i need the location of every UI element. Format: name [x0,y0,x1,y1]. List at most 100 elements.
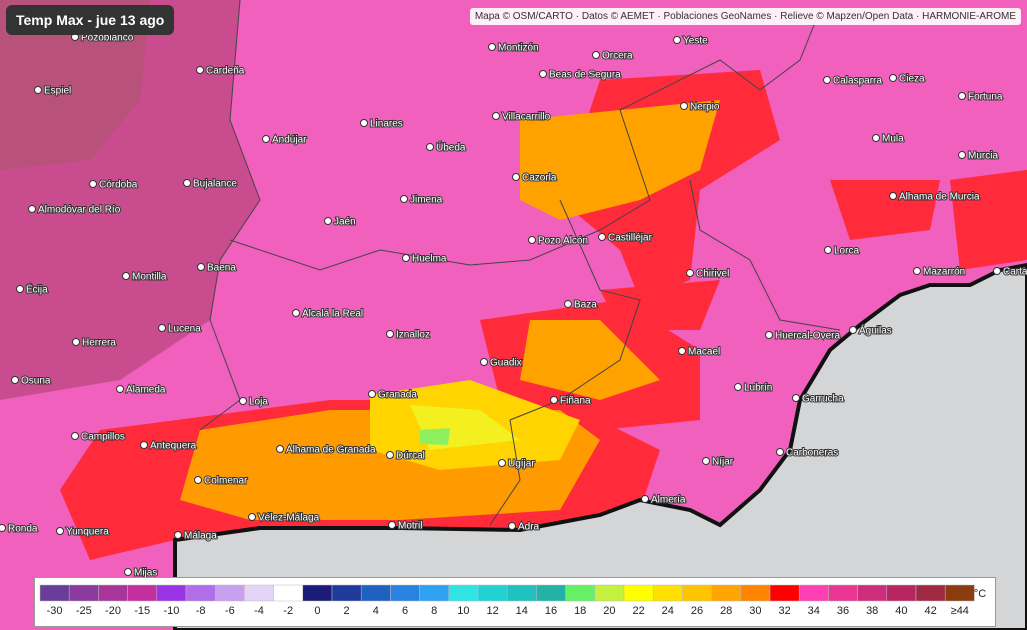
place-dot [386,451,394,459]
place-dot [564,300,572,308]
attribution[interactable]: Mapa © OSM/CARTO · Datos © AEMET · Pobla… [469,8,1021,25]
place-label: Campillos [81,432,125,443]
legend-swatch [302,584,333,602]
place-label: Osuna [21,376,51,387]
place-dot [248,513,256,521]
legend-swatch [273,584,304,602]
place-label: Cazorla [522,173,557,184]
legend-label: 18 [574,605,586,617]
legend-label: 32 [778,605,790,617]
place-label: Villacarrillo [502,112,551,123]
legend-label: 0 [314,605,320,617]
place-label: Mazarrón [923,267,965,278]
legend-label: -6 [225,605,235,617]
legend-swatch [39,584,70,602]
place-dot [498,459,506,467]
legend-label: 34 [808,605,820,617]
place-dot [140,441,148,449]
place-label: Cieza [899,74,925,85]
place-dot [16,285,24,293]
place-label: Jaén [334,217,356,228]
place-label: Níjar [712,457,734,468]
legend-swatch [448,584,479,602]
legend-swatch [536,584,566,602]
legend-label: -20 [105,605,121,617]
place-dot [239,397,247,405]
place-dot [0,524,6,532]
place-dot [680,102,688,110]
place-dot [386,330,394,338]
legend-label: 28 [720,605,732,617]
warm-zone [520,320,660,400]
place-label: Garrucha [802,394,844,405]
place-label: Espiel [44,86,71,97]
legend-label: -10 [163,605,179,617]
place-label: Castilléjar [608,233,653,244]
place-dot [11,376,19,384]
place-label: Baza [574,300,597,311]
legend-label: 2 [344,605,350,617]
place-dot [550,396,558,404]
place-dot [400,195,408,203]
sea [173,262,1027,630]
legend-label: -4 [254,605,264,617]
place-dot [539,70,547,78]
legend-swatch [68,584,99,602]
legend-label: 6 [402,605,408,617]
place-dot [56,527,64,535]
place-dot [488,43,496,51]
place-label: Baena [207,263,236,274]
place-dot [512,173,520,181]
legend-label: 26 [691,605,703,617]
place-label: Vélez-Málaga [258,513,320,524]
place-label: Huercal-Overa [775,331,840,342]
place-label: Almodóvar del Río [38,205,121,216]
place-dot [262,135,270,143]
legend-swatch [769,584,800,602]
legend-label: 12 [486,605,498,617]
legend-swatch [711,584,742,602]
place-label: Pozo Alcón [538,236,588,247]
place-label: Alcalá la Real [302,309,363,320]
place-label: Calasparra [833,76,882,87]
legend-label: 4 [373,605,379,617]
legend-swatch [886,584,917,602]
place-dot [292,309,300,317]
place-dot [324,217,332,225]
place-label: Mijas [134,568,157,579]
place-dot [34,86,42,94]
legend-swatch [98,584,128,602]
place-label: Antequera [150,441,197,452]
place-dot [122,272,130,280]
place-label: Málaga [184,531,217,542]
legend-label: -25 [76,605,92,617]
place-label: Montizón [498,43,539,54]
legend-label: 24 [662,605,674,617]
place-dot [889,192,897,200]
legend-swatch [828,584,858,602]
legend-label: 16 [545,605,557,617]
place-dot [958,92,966,100]
place-label: Murcia [968,151,998,162]
place-label: Nerpio [690,102,720,113]
place-label: Lucena [168,324,201,335]
place-label: Linares [370,119,403,130]
place-label: Colmenar [204,476,248,487]
place-label: Guadix [490,358,522,369]
place-dot [183,179,191,187]
place-label: Carboneras [786,448,838,459]
place-label: Úbeda [436,141,466,154]
place-dot [678,347,686,355]
place-label: Almería [651,495,686,506]
place-dot [673,36,681,44]
legend: -30 -25 -20 -15 -10 -8 -6 -4 -2 0 2 4 6 8 10 12 14 16 18 20… [34,577,996,627]
place-label: Andújar [272,135,307,146]
legend-swatch [623,584,654,602]
legend-label: ≥44 [951,605,969,617]
place-dot [641,495,649,503]
legend-swatch [185,584,216,602]
hot-zone [830,180,940,240]
legend-label: 20 [603,605,615,617]
place-dot [116,385,124,393]
